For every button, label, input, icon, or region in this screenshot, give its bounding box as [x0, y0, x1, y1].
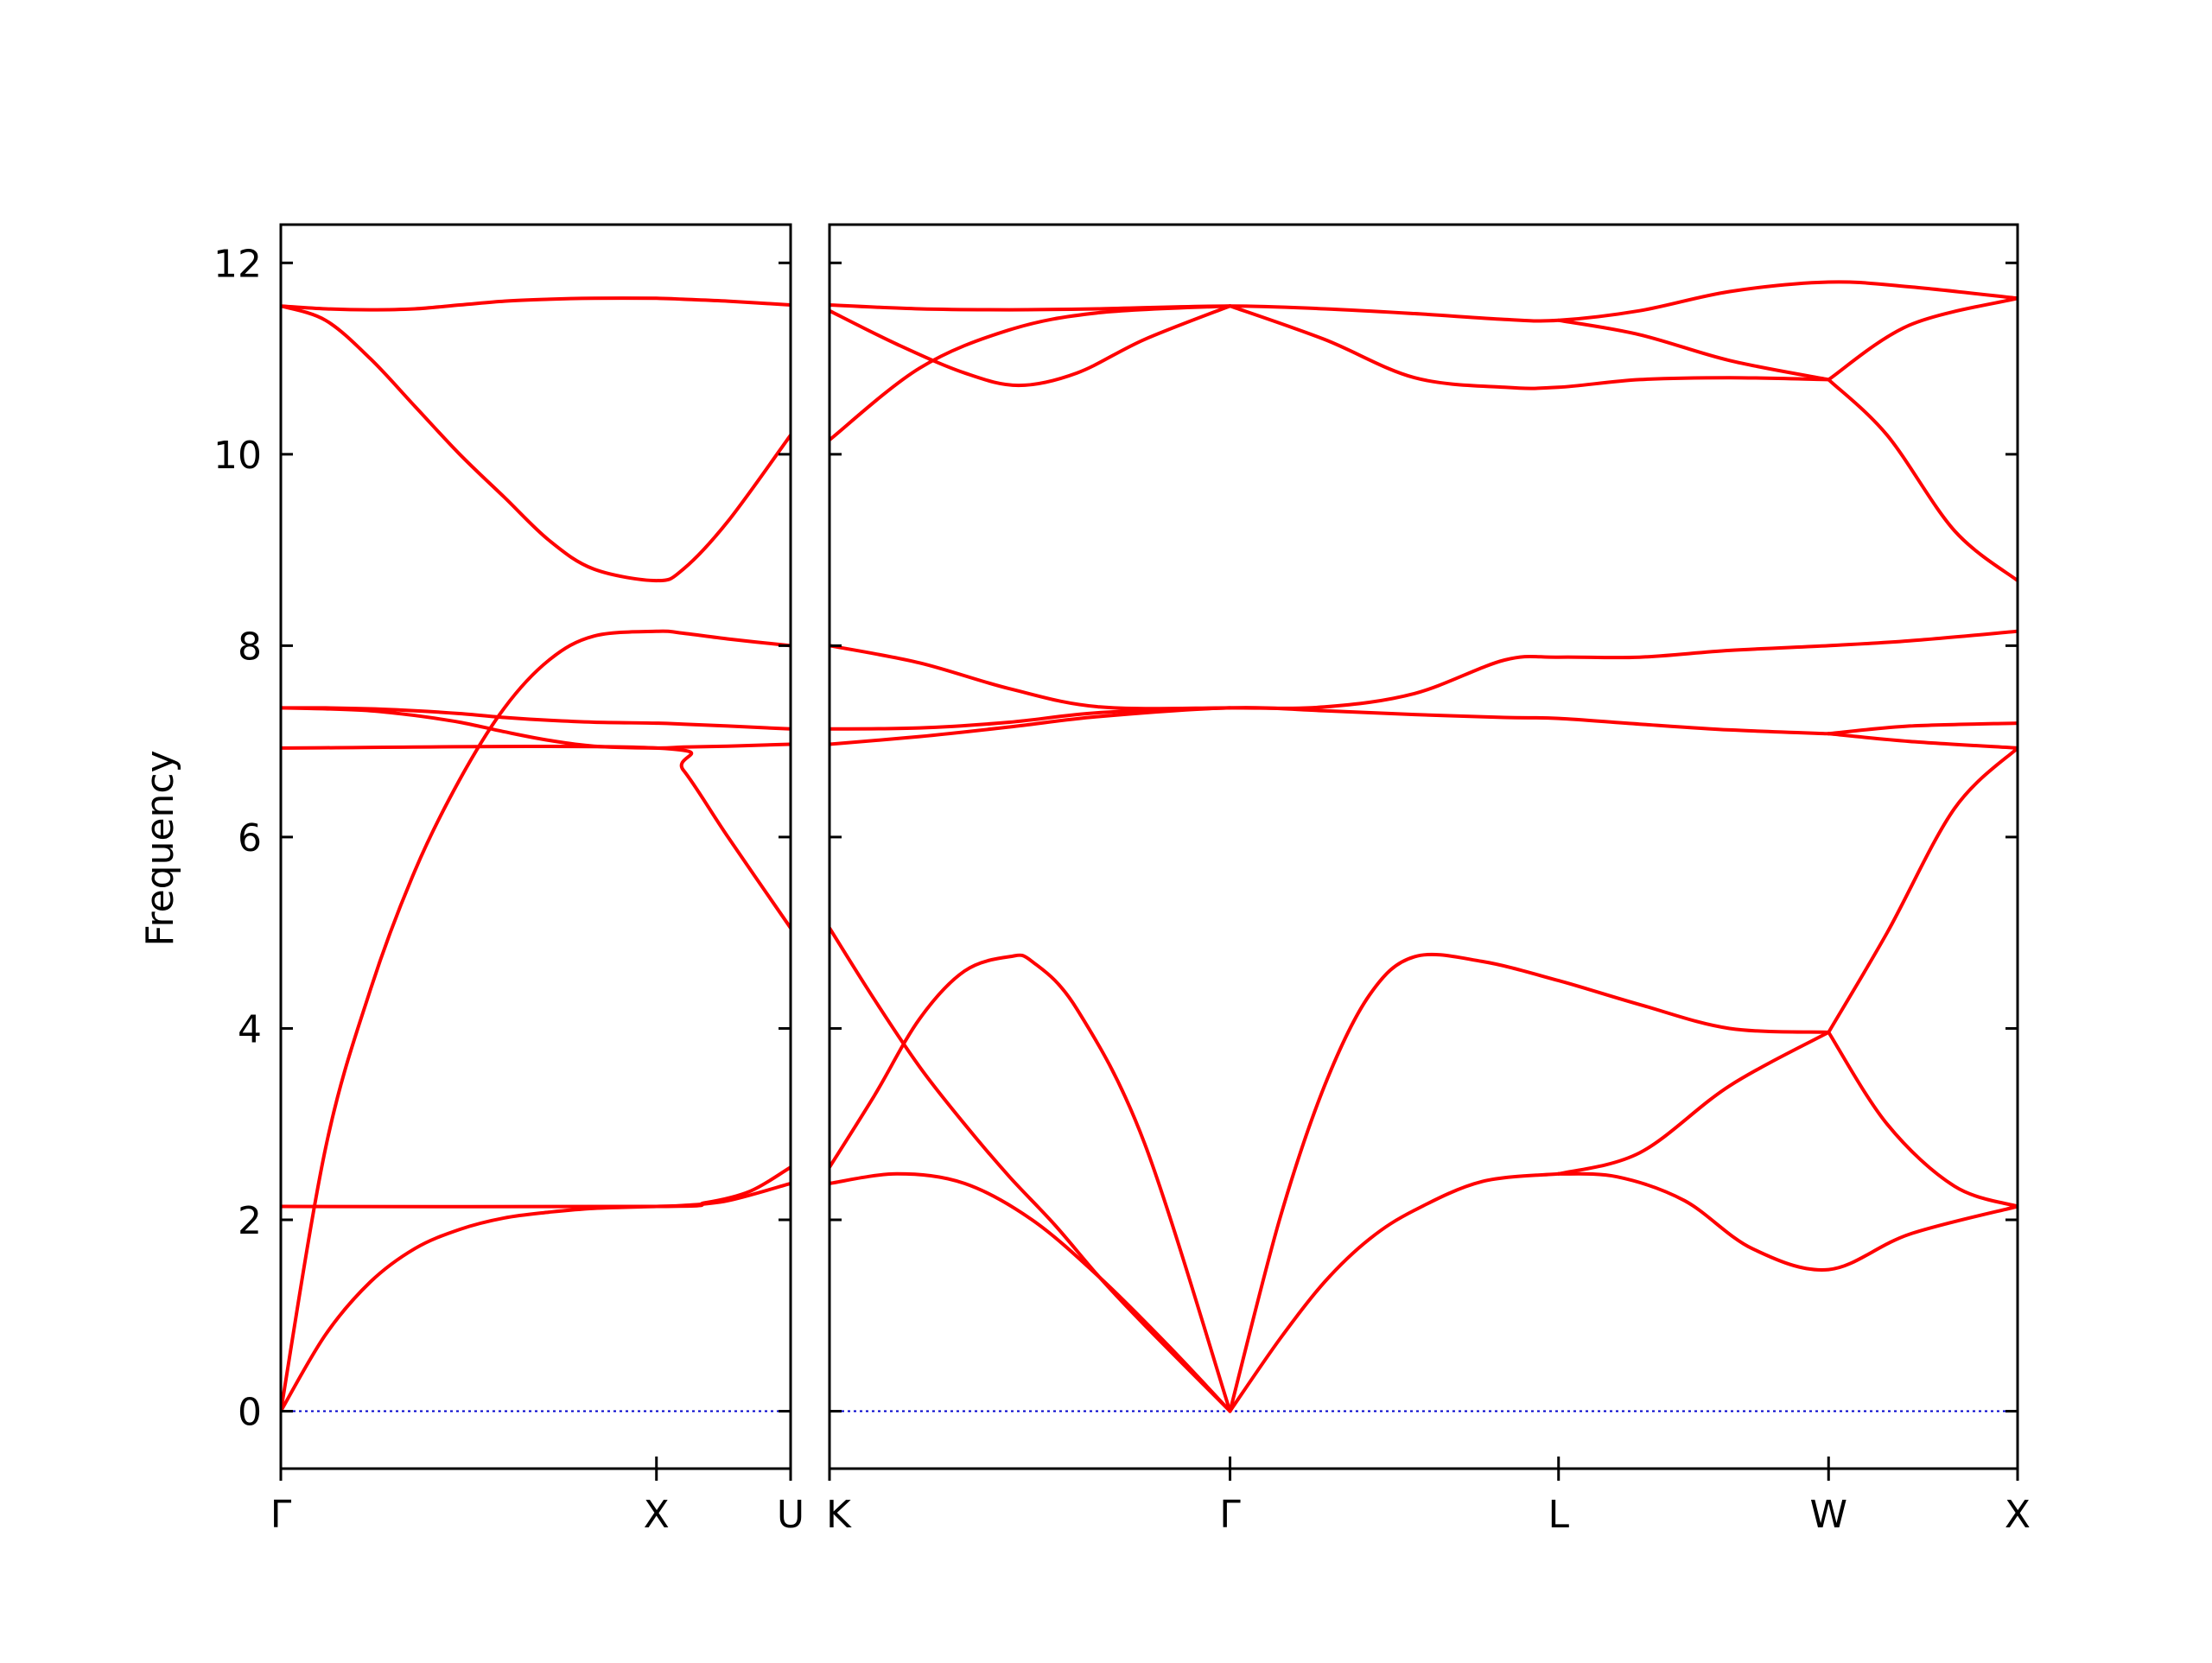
y-axis-title: Frequency: [138, 750, 182, 946]
x-tick-label: X: [644, 1493, 670, 1537]
band-line-9: [830, 706, 1232, 731]
band-line-4: [281, 706, 791, 750]
band-line-11: [1827, 721, 2018, 736]
band-line-2: [830, 304, 1232, 442]
band-line-15: [830, 1171, 1232, 1413]
band-line-7: [281, 1181, 791, 1413]
band-line-18: [1556, 1030, 1831, 1176]
band-line-16: [1228, 952, 1831, 1413]
x-tick-label: K: [826, 1493, 852, 1537]
y-tick-label: 2: [238, 1199, 262, 1243]
band-line-2: [281, 304, 791, 583]
band-line-1: [830, 280, 2018, 323]
band-line-19: [1556, 1171, 2018, 1272]
band-line-1: [281, 296, 791, 312]
y-tick-label: 12: [213, 242, 262, 286]
y-tick-label: 6: [238, 816, 262, 860]
series-group: [830, 280, 2018, 1413]
x-tick-label: Γ: [1219, 1493, 1241, 1537]
panel-frame: [279, 223, 792, 1470]
panel-1: 0 2 4 6 8 10 12 Γ X U: [213, 223, 804, 1537]
x-tick-label: U: [777, 1493, 804, 1537]
band-line-14: [830, 953, 1232, 1413]
band-line-21: [1827, 746, 2018, 1034]
band-line-6: [1827, 296, 2018, 382]
band-line-8: [281, 1165, 791, 1209]
y-tick-label: 0: [238, 1391, 262, 1435]
x-tick-label: W: [1809, 1493, 1847, 1537]
band-line-3: [281, 706, 791, 731]
band-line-5: [1556, 318, 1831, 382]
x-tick-label: X: [2005, 1493, 2031, 1537]
x-tick-label: L: [1548, 1493, 1569, 1537]
band-line-7: [1827, 378, 2018, 583]
band-line-12: [1827, 732, 2018, 750]
band-line-5: [281, 629, 791, 1413]
band-line-6: [281, 745, 791, 930]
panels-layer: 0 2 4 6 8 10 12 Γ X U K Γ L W X: [213, 223, 2031, 1537]
band-line-4: [1228, 304, 1831, 390]
band-line-8: [830, 629, 2018, 711]
band-line-20: [1827, 1030, 2018, 1209]
band-line-17: [1228, 1171, 1560, 1413]
y-tick-label: 10: [213, 434, 262, 478]
band-line-13: [830, 926, 1232, 1413]
band-line-10: [830, 706, 1831, 746]
series-group: [281, 296, 791, 1413]
y-tick-label: 8: [238, 625, 262, 669]
y-tick-label: 4: [238, 1007, 262, 1051]
x-tick-label: Γ: [270, 1493, 292, 1537]
panel-frame: [828, 223, 2019, 1470]
band-line-3: [830, 304, 1232, 388]
